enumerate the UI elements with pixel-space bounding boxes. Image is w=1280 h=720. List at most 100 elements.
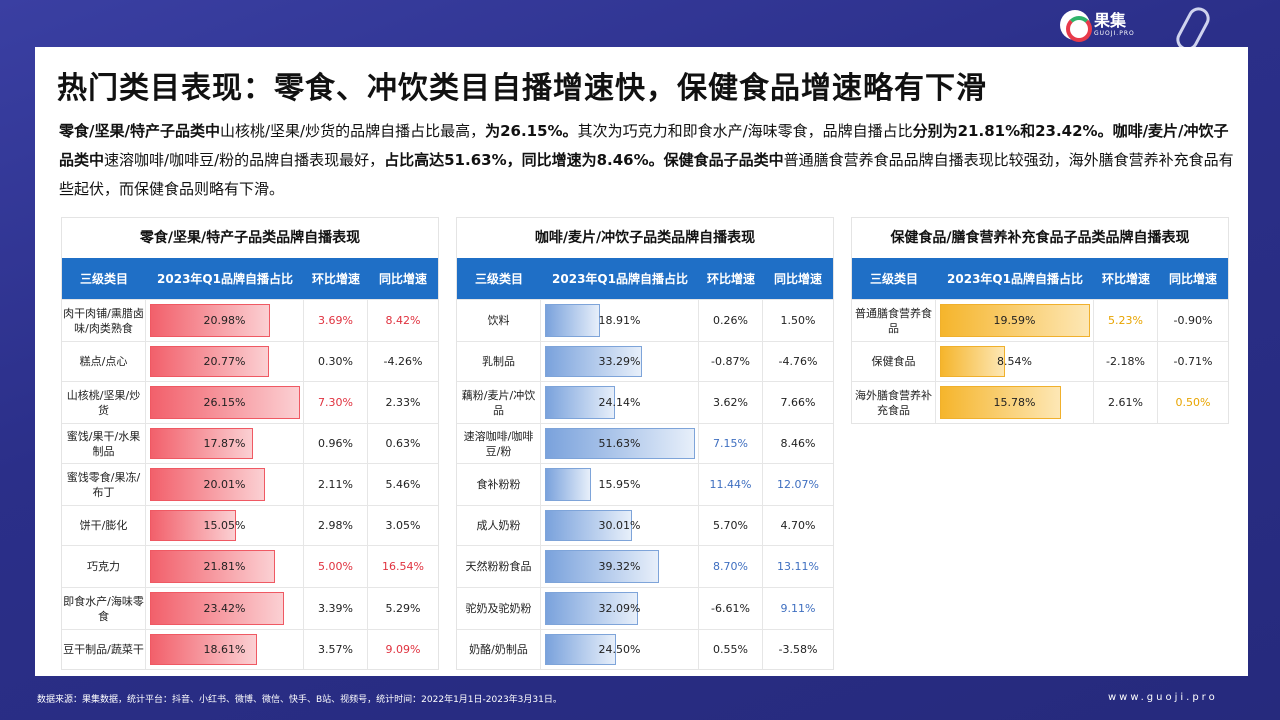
yoy-cell: 0.63% [385, 437, 421, 450]
data-source: 数据来源：果集数据，统计平台：抖音、小红书、微博、微信、快手、B站、视频号，统计… [37, 695, 562, 705]
share-value: 15.95% [598, 478, 641, 491]
share-cell: 20.77% [146, 342, 304, 381]
share-cell: 23.42% [146, 588, 304, 629]
summary-segment: 占比高达51.63%，同比增速为8.46%。保健食品子品类中 [384, 151, 784, 169]
mom-cell: 3.69% [304, 300, 368, 341]
mom-cell: -0.87% [699, 342, 763, 381]
table-title: 零食/坚果/特产子品类品牌自播表现 [139, 230, 361, 246]
table-header: 三级类目 2023年Q1品牌自播占比 环比增速 同比增速 [457, 258, 833, 299]
mom-cell: 2.11% [304, 464, 368, 505]
header-yoy: 同比增速 [773, 272, 822, 286]
header-mom: 环比增速 [1101, 272, 1150, 286]
table-row: 保健食品 8.54% -2.18% -0.71% [852, 341, 1228, 381]
summary-segment: 山核桃/坚果/炒货的品牌自播占比最高， [219, 122, 486, 140]
share-value: 15.78% [993, 396, 1036, 409]
mom-cell: 3.62% [699, 382, 763, 423]
share-bar [940, 346, 1005, 377]
share-value: 20.01% [203, 478, 246, 491]
category-cell: 普通膳食营养食品 [852, 300, 936, 341]
yoy-cell: 0.50% [1175, 396, 1211, 409]
brand-logo: 果集 GUOJI.PRO [1060, 10, 1135, 42]
category-cell: 蜜饯/果干/水果制品 [62, 424, 146, 463]
share-bar [150, 468, 265, 501]
yoy-cell: -0.90% [1173, 314, 1213, 327]
share-value: 18.91% [598, 314, 641, 327]
category-cell: 糕点/点心 [62, 342, 146, 381]
header-yoy: 同比增速 [1168, 272, 1217, 286]
brand-name: 果集 [1094, 11, 1127, 30]
share-value: 26.15% [203, 396, 246, 409]
yoy-cell: -4.26% [383, 355, 423, 368]
yoy-cell: 16.54% [382, 560, 424, 573]
header-yoy: 同比增速 [378, 272, 427, 286]
mom-cell: 5.00% [304, 546, 368, 587]
share-value: 32.09% [598, 602, 641, 615]
share-cell: 15.78% [936, 382, 1094, 423]
header-category: 三级类目 [869, 272, 918, 286]
mom-cell: 7.15% [699, 424, 763, 463]
category-cell: 饼干/膨化 [62, 506, 146, 545]
category-cell: 蜜饯零食/果冻/布丁 [62, 464, 146, 505]
share-bar [150, 550, 275, 583]
category-cell: 速溶咖啡/咖啡豆/粉 [457, 424, 541, 463]
logo-icon [1060, 10, 1092, 42]
yoy-cell: 12.07% [777, 478, 819, 491]
header-mom: 环比增速 [311, 272, 360, 286]
share-bar [150, 428, 253, 459]
summary-segment: 分别为21.81%和23.42%。咖啡/麦片/冲饮子品类中 [59, 122, 1229, 169]
table-row: 普通膳食营养食品 19.59% 5.23% -0.90% [852, 299, 1228, 341]
table-row: 成人奶粉 30.01% 5.70% 4.70% [457, 505, 833, 545]
summary-segment: 为26.15%。 [485, 122, 578, 140]
table-beverages: 咖啡/麦片/冲饮子品类品牌自播表现三级类目 2023年Q1品牌自播占比 环比增速 同比… [456, 217, 834, 670]
yoy-cell: 3.05% [385, 519, 421, 532]
share-cell: 39.32% [541, 546, 699, 587]
header-category: 三级类目 [79, 272, 128, 286]
share-value: 17.87% [203, 437, 246, 450]
category-cell: 山核桃/坚果/炒货 [62, 382, 146, 423]
table-row: 速溶咖啡/咖啡豆/粉 51.63% 7.15% 8.46% [457, 423, 833, 463]
header-share: 2023年Q1品牌自播占比 [947, 272, 1083, 286]
mom-cell: -2.18% [1094, 342, 1158, 381]
share-bar [940, 304, 1090, 337]
share-cell: 21.81% [146, 546, 304, 587]
table-title: 保健食品/膳食营养补充食品子品类品牌自播表现 [890, 230, 1190, 246]
mom-cell: 5.70% [699, 506, 763, 545]
mom-cell: 0.30% [304, 342, 368, 381]
summary-segment: 速溶咖啡/咖啡豆/粉的品牌自播表现最好， [104, 151, 385, 169]
share-value: 21.81% [203, 560, 246, 573]
header-share: 2023年Q1品牌自播占比 [157, 272, 293, 286]
share-bar [545, 304, 600, 337]
yoy-cell: 5.29% [385, 602, 421, 615]
share-bar [150, 592, 284, 625]
yoy-cell: 9.11% [780, 602, 816, 615]
share-bar [150, 346, 269, 377]
yoy-cell: 13.11% [777, 560, 819, 573]
share-value: 51.63% [598, 437, 641, 450]
share-cell: 17.87% [146, 424, 304, 463]
mom-cell: 11.44% [699, 464, 763, 505]
share-bar [545, 468, 591, 501]
category-cell: 肉干肉铺/熏腊卤味/肉类熟食 [62, 300, 146, 341]
mom-cell: 0.26% [699, 300, 763, 341]
share-value: 19.59% [993, 314, 1036, 327]
share-bar [150, 634, 257, 665]
table-row: 海外膳食营养补充食品 15.78% 2.61% 0.50% [852, 381, 1228, 423]
yoy-cell: 8.46% [780, 437, 816, 450]
share-cell: 30.01% [541, 506, 699, 545]
yoy-cell: 5.46% [385, 478, 421, 491]
table-title: 咖啡/麦片/冲饮子品类品牌自播表现 [534, 230, 756, 246]
mom-cell: 0.96% [304, 424, 368, 463]
table-row: 乳制品 33.29% -0.87% -4.76% [457, 341, 833, 381]
mom-cell: 2.98% [304, 506, 368, 545]
summary-segment: 普通膳食营养食品品牌自播表现比较强劲，海外膳食营养补充食品有些起伏，而保健食品则… [59, 151, 1234, 198]
share-cell: 33.29% [541, 342, 699, 381]
share-value: 18.61% [203, 643, 246, 656]
share-value: 20.77% [203, 355, 246, 368]
category-cell: 奶酪/奶制品 [457, 630, 541, 669]
yoy-cell: 2.33% [385, 396, 421, 409]
yoy-cell: 4.70% [780, 519, 816, 532]
share-value: 39.32% [598, 560, 641, 573]
share-value: 20.98% [203, 314, 246, 327]
table-row: 天然粉粉食品 39.32% 8.70% 13.11% [457, 545, 833, 587]
share-cell: 51.63% [541, 424, 699, 463]
